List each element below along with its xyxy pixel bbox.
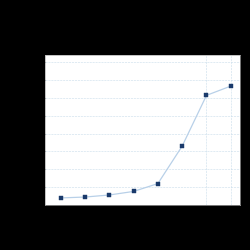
X-axis label: Mouse Keratinocyte proline-rich protein
Concentration (ng/ml): Mouse Keratinocyte proline-rich protein … (80, 219, 205, 230)
Y-axis label: OD: OD (21, 125, 26, 135)
